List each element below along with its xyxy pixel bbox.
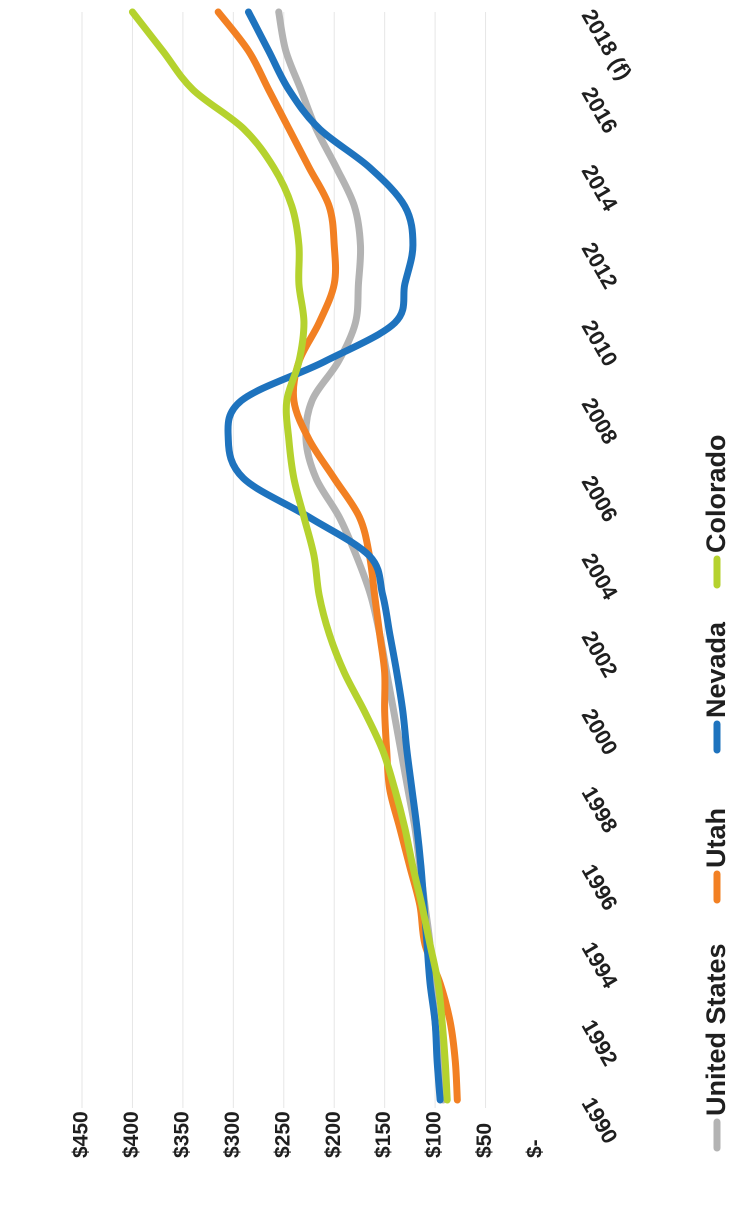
legend: United States Utah Nevada Colorado — [701, 435, 731, 1152]
x-tick-label: 2014 — [577, 160, 624, 216]
x-tick-label: 2016 — [577, 83, 623, 138]
x-axis-ticks: 1990 1992 1994 1996 1998 2000 2002 2004 2006 2008… — [577, 5, 637, 1148]
y-tick-label: $250 — [271, 1111, 294, 1158]
y-tick-label: $100 — [423, 1111, 446, 1158]
legend-label: Nevada — [701, 621, 731, 718]
x-tick-label: 1998 — [577, 782, 623, 837]
y-axis-ticks: $- $50 $100 $150 $200 $250 $300 $350 $400 $450 — [70, 1111, 547, 1158]
gridlines — [81, 12, 487, 1108]
x-tick-label: 1996 — [577, 860, 623, 915]
series-line-united-states — [275, 8, 447, 1104]
y-tick-label: $450 — [70, 1111, 93, 1158]
x-tick-label: 2006 — [577, 471, 623, 526]
y-tick-label: $- — [524, 1139, 547, 1158]
x-tick-label: 2000 — [577, 704, 623, 759]
y-tick-label: $150 — [372, 1111, 395, 1158]
legend-item: United States — [701, 943, 731, 1152]
y-tick-label: $400 — [120, 1111, 143, 1158]
y-tick-label: $350 — [170, 1111, 193, 1158]
legend-label: Utah — [701, 808, 731, 868]
x-tick-label: 1994 — [577, 937, 624, 993]
x-tick-label: 2002 — [577, 627, 623, 682]
y-tick-label: $300 — [221, 1111, 244, 1158]
x-tick-label: 1992 — [577, 1015, 623, 1070]
legend-label: United States — [701, 943, 731, 1116]
series-line-colorado — [128, 8, 451, 1104]
x-tick-label: 2010 — [577, 316, 623, 371]
x-tick-label: 2008 — [577, 393, 623, 448]
legend-item: Utah — [701, 808, 731, 904]
y-tick-label: $200 — [322, 1111, 345, 1158]
legend-item: Colorado — [701, 435, 731, 589]
x-tick-label: 2012 — [577, 238, 623, 293]
legend-item: Nevada — [701, 621, 731, 754]
x-tick-label: 1990 — [577, 1093, 623, 1148]
series-lines — [128, 8, 461, 1104]
x-tick-label: 2018 (f) — [577, 5, 637, 84]
legend-label: Colorado — [701, 435, 731, 554]
y-tick-label: $50 — [473, 1123, 496, 1158]
x-tick-label: 2004 — [577, 549, 624, 605]
